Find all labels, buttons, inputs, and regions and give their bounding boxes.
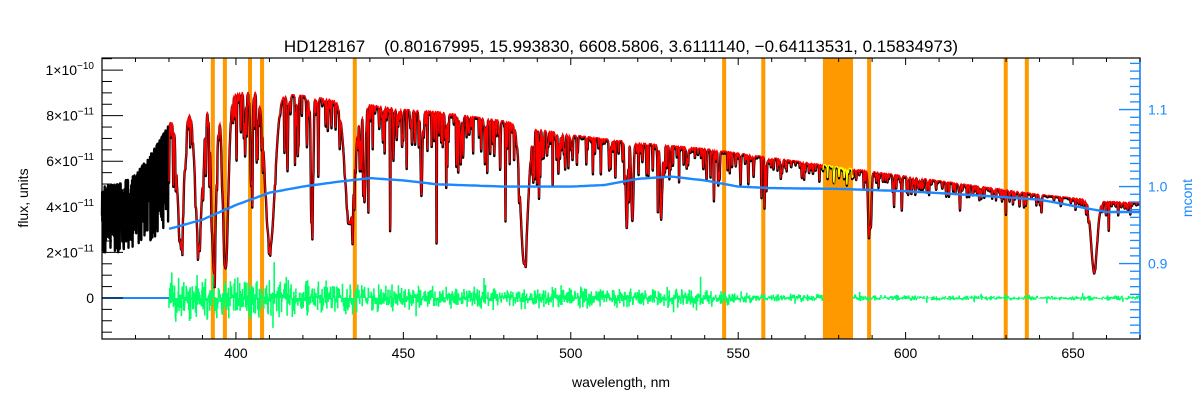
y-tick-exponent: −11 [78,243,95,254]
mask-band [722,58,727,339]
y2-tick-label: 0.9 [1148,256,1168,272]
x-tick-label: 550 [727,345,751,361]
x-tick-label: 400 [224,345,248,361]
y-tick-label: 4×10−11 [46,198,94,215]
y-tick-mantissa: 8×10 [46,108,78,124]
axes: 400 450 500 550 600 65002×10−114×10−116×10−11… [45,57,1168,361]
chart-title: HD128167 (0.80167995, 15.993830, 6608.58… [284,37,958,56]
y-tick-mantissa: 4×10 [46,199,78,215]
y-tick-exponent: −11 [78,198,95,209]
series-layer [100,91,1141,328]
mask-band [822,58,854,339]
model-masked-line [822,164,854,185]
y-tick-exponent: −10 [77,61,94,72]
y2-tick-label: 1.0 [1148,179,1168,195]
residuals [168,262,1141,328]
mask-band [247,58,253,339]
y2-axis-label: mcont [1179,179,1195,217]
x-tick-label: 450 [392,345,416,361]
model-spectrum-line [168,91,1140,288]
x-tick-label: 600 [894,345,918,361]
y2-tick-label: 1.1 [1148,102,1168,118]
mask-band [260,58,265,339]
mask-band [867,58,872,339]
x-axis-label: wavelength, nm [571,374,670,390]
y-tick-mantissa: 0 [86,290,94,306]
x-tick-label: 500 [559,345,583,361]
y-tick-label: 2×10−11 [46,243,94,260]
y-tick-mantissa: 1×10 [45,62,77,78]
y-tick-label: 1×10−10 [45,61,94,78]
y-tick-mantissa: 6×10 [46,153,78,169]
y-tick-label: 8×10−11 [46,107,94,124]
y-tick-label: 6×10−11 [46,152,94,169]
continuum-line [168,175,1140,231]
y-tick-mantissa: 2×10 [46,244,78,260]
y-axis-label: flux, units [15,168,31,227]
y-tick-label: 0 [86,290,94,306]
y-tick-exponent: −11 [78,152,95,163]
x-tick-label: 650 [1061,345,1085,361]
y-tick-exponent: −11 [78,107,95,118]
mask-band [210,58,215,339]
mask-band [222,58,227,339]
